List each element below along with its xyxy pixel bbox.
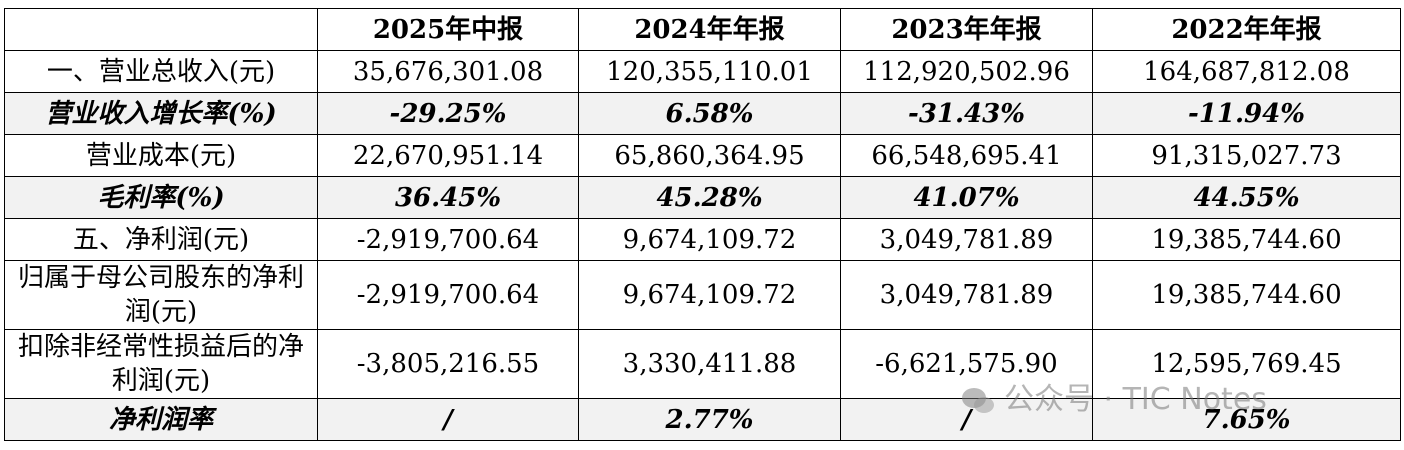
table-row: 扣除非经常性损益后的净利润(元) -3,805,216.55 3,330,411.8… (4, 329, 1401, 399)
value-cell: -31.43% (840, 92, 1093, 135)
value-cell: 19,385,744.60 (1092, 260, 1401, 330)
value-cell: 91,315,027.73 (1092, 134, 1401, 177)
value-cell: 66,548,695.41 (840, 134, 1093, 177)
value-cell: 3,049,781.89 (840, 218, 1093, 261)
table-row: 营业成本(元) 22,670,951.14 65,860,364.95 66,548,… (4, 134, 1401, 177)
row-label: 一、营业总收入(元) (4, 50, 318, 93)
value-cell: -2,919,700.64 (317, 218, 579, 261)
value-cell: 2.77% (578, 398, 841, 441)
row-label: 毛利率(%) (4, 176, 318, 219)
table-row: 毛利率(%) 36.45% 45.28% 41.07% 44.55% (4, 176, 1401, 219)
header-cell: 2024年年报 (578, 8, 841, 51)
value-cell: -29.25% (317, 92, 579, 135)
value-cell: 36.45% (317, 176, 579, 219)
corner-cell (4, 8, 318, 51)
value-cell: 3,330,411.88 (578, 329, 841, 399)
value-cell: / (840, 398, 1093, 441)
value-cell: 7.65% (1092, 398, 1401, 441)
row-label: 归属于母公司股东的净利润(元) (4, 260, 318, 330)
value-cell: 65,860,364.95 (578, 134, 841, 177)
value-cell: 3,049,781.89 (840, 260, 1093, 330)
table-row: 五、净利润(元) -2,919,700.64 9,674,109.72 3,049,7… (4, 218, 1401, 261)
value-cell: 6.58% (578, 92, 841, 135)
value-cell: 41.07% (840, 176, 1093, 219)
table-row: 净利润率/2.77%/7.65% (4, 398, 1401, 441)
row-label: 五、净利润(元) (4, 218, 318, 261)
wechat-icon (962, 387, 994, 413)
header-cell: 2025年中报 (317, 8, 579, 51)
value-cell: 19,385,744.60 (1092, 218, 1401, 261)
table-row: 一、营业总收入(元) 35,676,301.08 120,355,110.01 112… (4, 50, 1401, 93)
value-cell: 9,674,109.72 (578, 218, 841, 261)
value-cell: -3,805,216.55 (317, 329, 579, 399)
header-cell: 2023年年报 (840, 8, 1093, 51)
watermark: 公众号 · TIC Notes (960, 374, 1267, 418)
value-cell: 9,674,109.72 (578, 260, 841, 330)
value-cell: 12,595,769.45 (1092, 329, 1401, 399)
row-label: 扣除非经常性损益后的净利润(元) (4, 329, 318, 399)
table-row: 归属于母公司股东的净利润(元) -2,919,700.64 9,674,109.72… (4, 260, 1401, 330)
value-cell: 22,670,951.14 (317, 134, 579, 177)
row-label: 营业成本(元) (4, 134, 318, 177)
value-cell: 35,676,301.08 (317, 50, 579, 93)
value-cell: -2,919,700.64 (317, 260, 579, 330)
value-cell: / (317, 398, 579, 441)
header-cell: 2022年年报 (1092, 8, 1401, 51)
value-cell: 45.28% (578, 176, 841, 219)
header-row: 2025年中报 2024年年报 2023年年报 2022年年报 (4, 8, 1401, 51)
watermark-text: 公众号 · TIC Notes (1004, 382, 1267, 417)
row-label: 营业收入增长率(%) (4, 92, 318, 135)
row-label: 净利润率 (4, 398, 318, 441)
value-cell: 164,687,812.08 (1092, 50, 1401, 93)
value-cell: -11.94% (1092, 92, 1401, 135)
value-cell: 120,355,110.01 (578, 50, 841, 93)
table-row: 营业收入增长率(%) -29.25% 6.58% -31.43% -11.94% (4, 92, 1401, 135)
financial-table: 2025年中报 2024年年报 2023年年报 2022年年报 一、营业总收入(元) 3… (4, 8, 1401, 441)
value-cell: 44.55% (1092, 176, 1401, 219)
value-cell: 112,920,502.96 (840, 50, 1093, 93)
